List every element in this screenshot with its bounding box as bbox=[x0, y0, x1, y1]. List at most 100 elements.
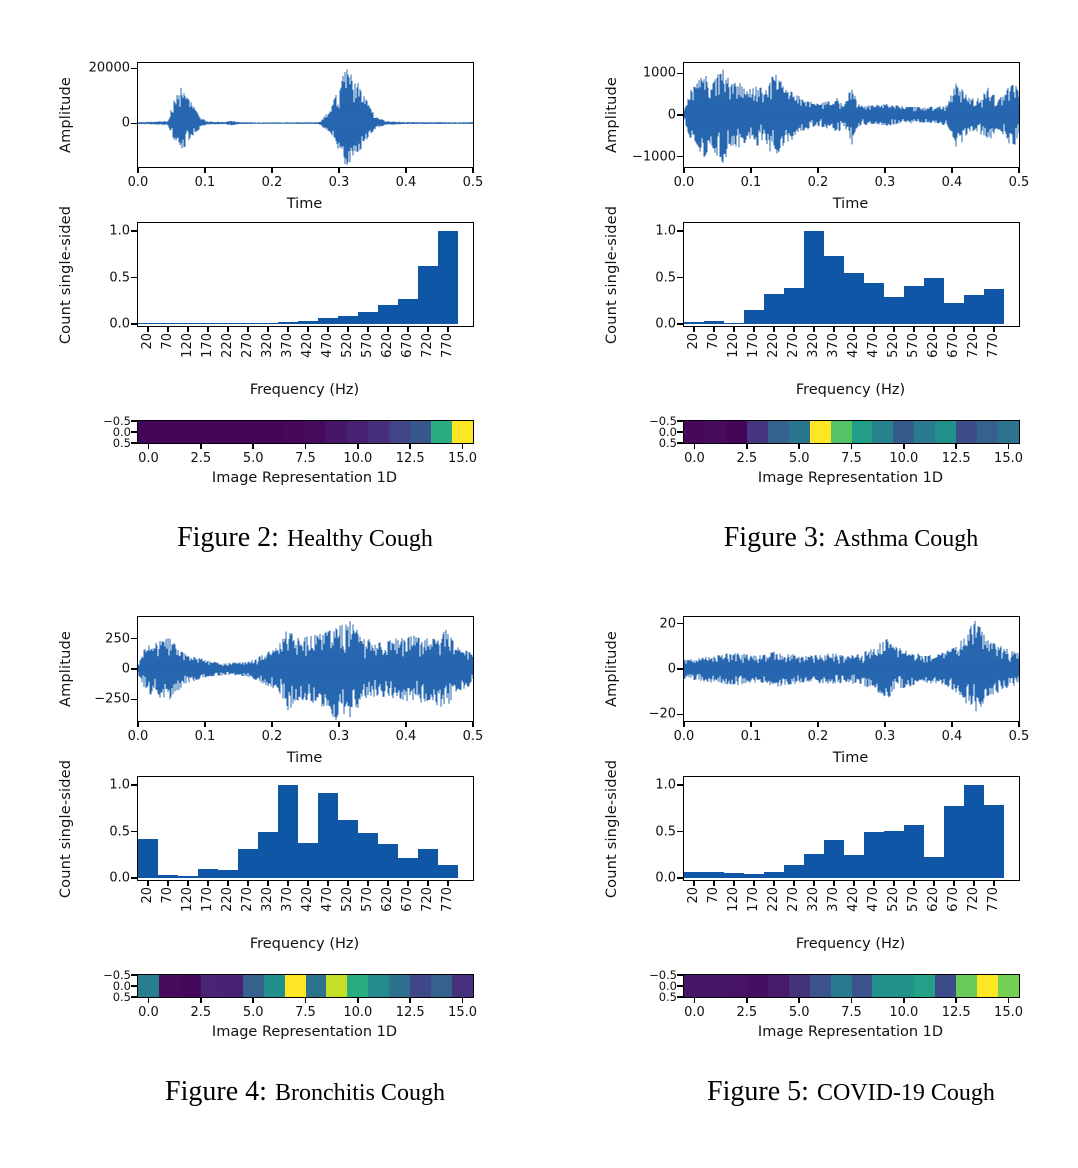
x-tick-mark bbox=[953, 326, 955, 332]
frequency-tick-label: 470 bbox=[320, 887, 335, 912]
x-tick-mark bbox=[204, 167, 206, 173]
image1d-cell bbox=[221, 975, 243, 997]
x-tick-label: 0.3 bbox=[874, 175, 896, 190]
y-tick-mark bbox=[676, 713, 683, 715]
x-tick-mark bbox=[200, 997, 202, 1003]
x-tick-mark bbox=[137, 167, 139, 173]
image1d-cell bbox=[872, 975, 894, 997]
image1d-box: −0.5 0.0 0.5 0.0 2.5 5.0 7.5 10.0 12.5 15.0 bbox=[649, 969, 1023, 1020]
image1d-cell bbox=[179, 975, 201, 997]
histogram-bar bbox=[238, 849, 258, 878]
image1d-cell bbox=[138, 421, 159, 443]
image1d-cells bbox=[684, 421, 1019, 443]
y-tick-label: 0.5 bbox=[655, 270, 676, 285]
frequency-tick-label: 170 bbox=[746, 333, 761, 358]
frequency-tick-label: 20 bbox=[140, 887, 155, 904]
x-tick-mark bbox=[773, 326, 775, 332]
frequency-tick-label: 220 bbox=[766, 887, 781, 912]
y-tick-mark bbox=[676, 668, 683, 670]
x-tick-mark bbox=[833, 880, 835, 886]
frequency-tick-label: 320 bbox=[806, 887, 821, 912]
image1d-cell bbox=[368, 975, 390, 997]
histogram-box: Count single-sided 0.0 0.5 1.0 20 70 120 170 22… bbox=[58, 759, 474, 912]
x-tick-mark bbox=[207, 880, 209, 886]
x-tick-mark bbox=[461, 443, 464, 449]
figure-caption: Figure 5: COVID-19 Cough bbox=[646, 1076, 1056, 1108]
x-tick-mark bbox=[713, 880, 715, 886]
x-tick-mark bbox=[267, 326, 269, 332]
image1d-cell bbox=[851, 975, 873, 997]
x-tick-mark bbox=[850, 997, 853, 1003]
histogram-y-axis-label: Count single-sided bbox=[58, 205, 74, 344]
x-tick-mark bbox=[951, 167, 953, 173]
x-tick-mark bbox=[472, 721, 474, 727]
x-tick-mark bbox=[338, 721, 340, 727]
caption-label: Figure 5: bbox=[707, 1076, 809, 1107]
x-tick-mark bbox=[327, 880, 329, 886]
y-tick-label: 1.0 bbox=[655, 777, 676, 793]
histogram-bar bbox=[944, 302, 964, 324]
image1d-cell bbox=[977, 975, 999, 997]
x-tick-mark bbox=[304, 443, 307, 449]
image1d-cell bbox=[725, 421, 747, 443]
frequency-tick-label: 520 bbox=[340, 333, 355, 358]
caption-title: Healthy Cough bbox=[286, 526, 433, 552]
image1d-cell bbox=[452, 421, 473, 443]
x-tick-mark bbox=[693, 997, 696, 1003]
strip-y-tick-label: −0.5 bbox=[103, 968, 131, 982]
x-tick-mark bbox=[357, 997, 359, 1003]
x-tick-label: 0.2 bbox=[261, 729, 283, 744]
waveform-trace bbox=[684, 620, 1019, 712]
histogram-y-axis-label: Count single-sided bbox=[58, 759, 74, 898]
histogram-bar bbox=[378, 305, 398, 324]
y-tick-mark bbox=[676, 323, 683, 325]
x-tick-mark bbox=[693, 443, 696, 449]
frequency-tick-label: 470 bbox=[866, 887, 881, 912]
x-tick-label: 0.5 bbox=[1008, 729, 1030, 744]
image1d-cell bbox=[158, 421, 180, 443]
histogram-bar bbox=[964, 785, 984, 878]
image1d-cells bbox=[138, 975, 473, 997]
histogram-box: Count single-sided 0.0 0.5 1.0 20 70 120 170 22… bbox=[604, 759, 1020, 912]
y-tick-mark bbox=[130, 442, 137, 444]
y-tick-mark bbox=[676, 155, 683, 158]
x-tick-label: 2.5 bbox=[736, 1005, 758, 1020]
histogram-bar bbox=[218, 323, 238, 324]
waveform-svg bbox=[138, 621, 473, 721]
strip-y-tick-label: 0.0 bbox=[112, 979, 131, 993]
frequency-tick-label: 720 bbox=[420, 887, 435, 912]
histogram-bar bbox=[744, 310, 764, 324]
strip-y-tick-label: 0.0 bbox=[658, 425, 677, 439]
x-tick-mark bbox=[247, 880, 249, 886]
frequency-tick-label: 70 bbox=[160, 887, 175, 904]
histogram-box: Count single-sided 0.0 0.5 1.0 20 70 120 170 22… bbox=[604, 205, 1020, 358]
image1d-cell bbox=[179, 421, 201, 443]
histogram-bar bbox=[724, 873, 744, 878]
y-tick-mark bbox=[130, 323, 137, 325]
histogram-bar bbox=[418, 266, 438, 324]
frequency-axis-label: Frequency (Hz) bbox=[249, 382, 360, 398]
x-tick-label: 0.1 bbox=[740, 729, 762, 744]
y-tick-mark bbox=[130, 974, 137, 976]
histogram-bar bbox=[398, 858, 418, 878]
x-tick-label: 0.0 bbox=[673, 175, 695, 190]
waveform-y-axis-label: Amplitude bbox=[604, 630, 620, 708]
x-tick-mark bbox=[407, 880, 409, 886]
x-tick-mark bbox=[147, 880, 149, 886]
frequency-tick-label: 270 bbox=[240, 333, 255, 358]
strip-y-tick-label: −0.5 bbox=[103, 414, 131, 428]
histogram-bar bbox=[824, 256, 844, 324]
histogram-bar bbox=[944, 806, 964, 878]
image1d-cell bbox=[767, 421, 789, 443]
time-axis-label: Time bbox=[832, 750, 869, 766]
strip-y-tick-label: −0.5 bbox=[649, 968, 677, 982]
x-tick-label: 0.4 bbox=[395, 175, 417, 190]
x-tick-mark bbox=[893, 326, 895, 332]
histogram-bar bbox=[278, 322, 298, 324]
waveform-plot: Amplitude 250 0 −250 0.0 0.1 0.2 0.3 0.4 0.5 Tim… bbox=[58, 616, 483, 766]
x-tick-mark bbox=[167, 880, 169, 886]
histogram-bar bbox=[904, 825, 924, 878]
frequency-tick-label: 120 bbox=[180, 887, 195, 912]
image1d-cell bbox=[305, 421, 327, 443]
x-tick-mark bbox=[204, 721, 206, 727]
